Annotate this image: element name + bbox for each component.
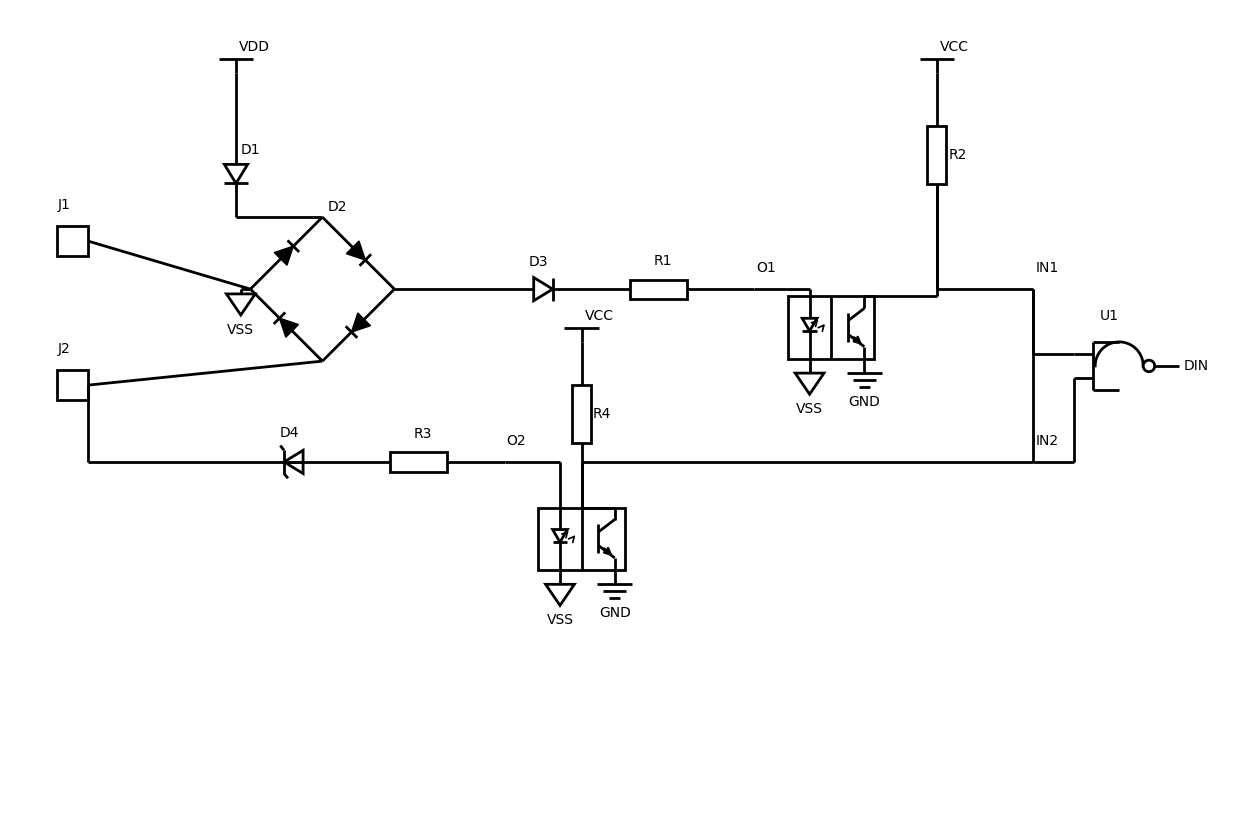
Text: R4: R4	[593, 407, 611, 421]
Text: J1: J1	[57, 199, 71, 213]
Polygon shape	[279, 318, 299, 337]
Text: D4: D4	[279, 426, 299, 440]
Bar	[787, 297, 874, 358]
Text: VCC: VCC	[940, 40, 968, 54]
Polygon shape	[346, 241, 366, 260]
Bar	[928, 126, 946, 184]
Text: GND: GND	[848, 396, 880, 410]
Text: VDD: VDD	[239, 40, 270, 54]
Text: VSS: VSS	[547, 613, 573, 627]
Text: R3: R3	[414, 427, 432, 441]
Bar	[630, 279, 687, 299]
Text: D3: D3	[528, 255, 548, 269]
Text: D2: D2	[327, 200, 347, 214]
Text: GND: GND	[599, 606, 631, 620]
Text: J2: J2	[57, 342, 71, 356]
Polygon shape	[274, 246, 294, 265]
Text: VSS: VSS	[227, 323, 254, 337]
Text: O2: O2	[507, 433, 526, 447]
Bar	[538, 508, 625, 570]
Text: VSS: VSS	[796, 402, 823, 416]
Text: O1: O1	[756, 260, 776, 274]
Bar	[572, 385, 591, 442]
Text: IN1: IN1	[1035, 260, 1059, 274]
Polygon shape	[351, 313, 371, 332]
Bar	[389, 452, 448, 471]
Bar	[57, 370, 88, 400]
Text: R2: R2	[949, 147, 967, 162]
Text: DIN: DIN	[1183, 359, 1209, 373]
Bar	[57, 226, 88, 256]
Text: D1: D1	[241, 143, 260, 157]
Text: IN2: IN2	[1035, 433, 1059, 447]
Circle shape	[1143, 360, 1154, 372]
Text: R1: R1	[653, 254, 672, 268]
Text: U1: U1	[1100, 309, 1118, 323]
Text: VCC: VCC	[584, 309, 614, 323]
